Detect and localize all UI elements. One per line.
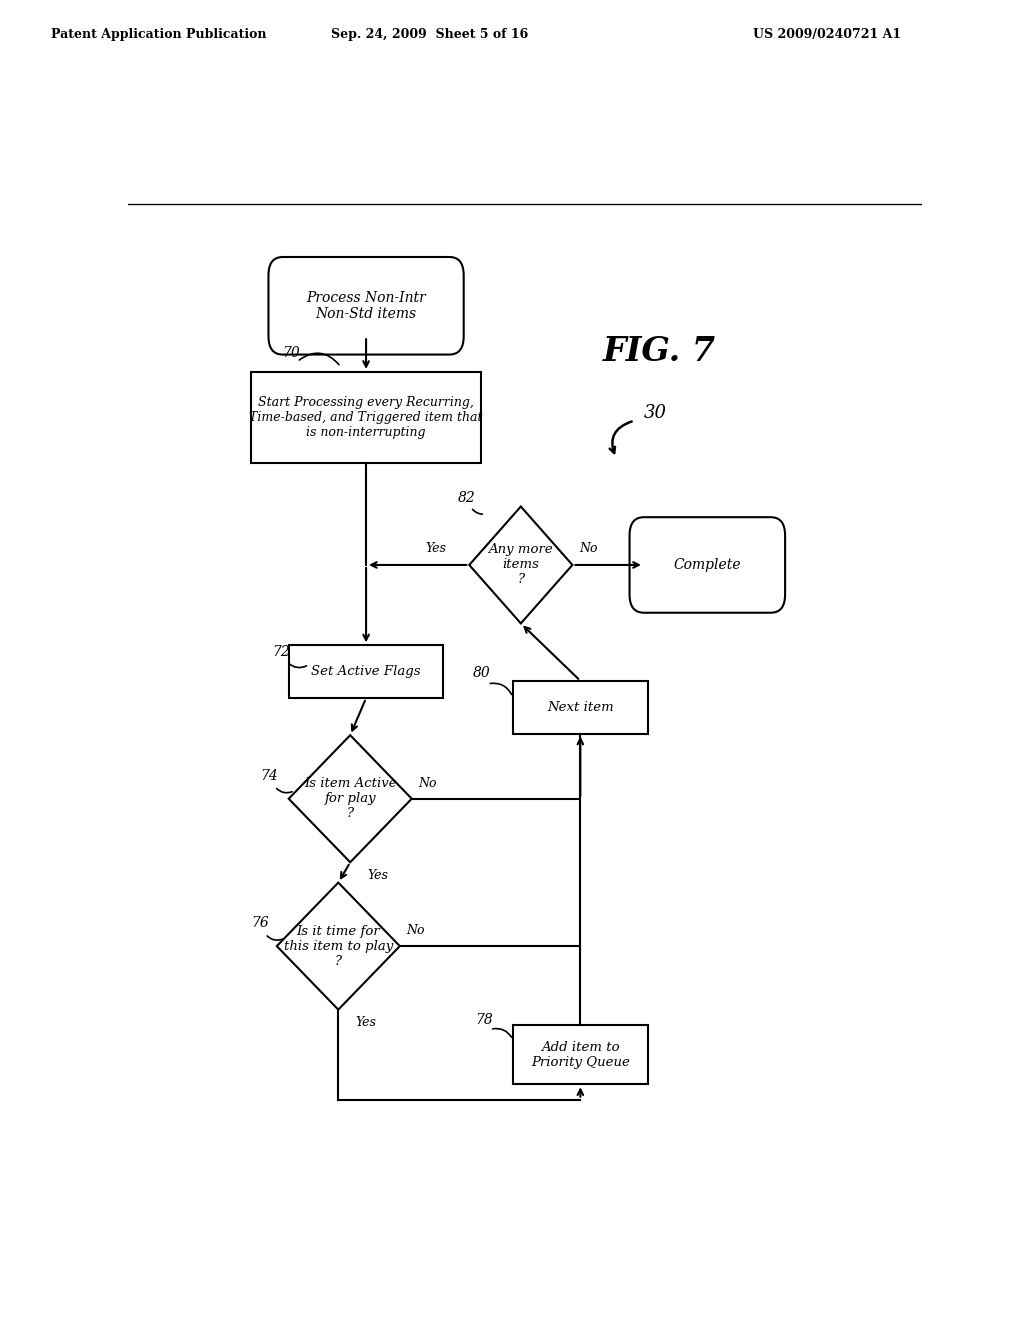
Polygon shape	[276, 883, 399, 1010]
Text: Yes: Yes	[368, 869, 388, 882]
Text: 70: 70	[283, 346, 300, 359]
Text: 82: 82	[458, 491, 475, 506]
Text: Any more
items
?: Any more items ?	[488, 544, 553, 586]
FancyBboxPatch shape	[268, 257, 464, 355]
FancyBboxPatch shape	[630, 517, 785, 612]
Text: Patent Application Publication: Patent Application Publication	[51, 28, 266, 41]
Text: Sep. 24, 2009  Sheet 5 of 16: Sep. 24, 2009 Sheet 5 of 16	[332, 28, 528, 41]
Text: Complete: Complete	[674, 558, 741, 572]
Text: Is item Active
for play
?: Is item Active for play ?	[304, 777, 396, 820]
Polygon shape	[469, 507, 572, 623]
Text: No: No	[579, 541, 597, 554]
Text: Is it time for
this item to play
?: Is it time for this item to play ?	[284, 924, 393, 968]
Text: Yes: Yes	[426, 541, 446, 554]
Text: 72: 72	[272, 645, 290, 660]
Text: 30: 30	[644, 404, 667, 421]
Text: Process Non-Intr
Non-Std items: Process Non-Intr Non-Std items	[306, 290, 426, 321]
Polygon shape	[289, 735, 412, 862]
Text: Add item to
Priority Queue: Add item to Priority Queue	[530, 1041, 630, 1069]
Text: Set Active Flags: Set Active Flags	[311, 665, 421, 678]
Bar	[251, 372, 481, 463]
Text: No: No	[407, 924, 425, 937]
Bar	[513, 1026, 648, 1084]
Text: FIG. 7: FIG. 7	[603, 335, 716, 368]
Text: Start Processing every Recurring,
Time-based, and Triggered item that
is non-int: Start Processing every Recurring, Time-b…	[249, 396, 483, 440]
Text: 76: 76	[251, 916, 268, 929]
Bar	[513, 681, 648, 734]
Text: US 2009/0240721 A1: US 2009/0240721 A1	[753, 28, 901, 41]
Text: 74: 74	[260, 770, 279, 784]
Bar	[289, 645, 443, 698]
Text: Yes: Yes	[355, 1016, 377, 1028]
Text: 78: 78	[475, 1014, 494, 1027]
Text: Next item: Next item	[547, 701, 613, 714]
Text: No: No	[418, 776, 436, 789]
Text: 80: 80	[473, 665, 490, 680]
